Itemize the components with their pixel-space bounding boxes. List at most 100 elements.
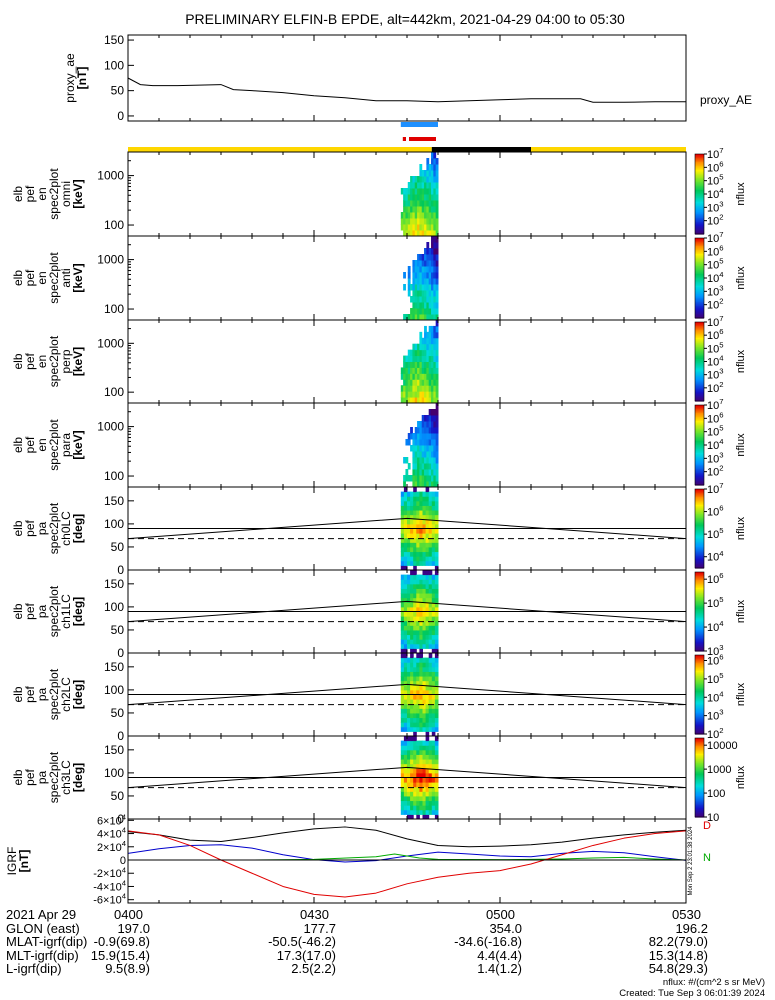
pa-cell — [419, 653, 423, 659]
pa-cell — [419, 777, 423, 783]
spectrogram-cell — [426, 248, 430, 255]
pa-cell — [400, 666, 405, 672]
colorbar-segment — [695, 756, 704, 759]
pa-cell — [422, 551, 427, 557]
colorbar-tick-label: 107 — [707, 230, 724, 245]
spectrogram-cell — [424, 314, 427, 321]
pa-cell — [422, 519, 427, 525]
spectrogram-cell — [435, 176, 439, 183]
pa-cell — [419, 740, 423, 746]
pa-cell — [403, 699, 408, 705]
spectrogram-cell — [421, 200, 425, 207]
colorbar-segment — [695, 582, 704, 585]
spectrogram-cell — [410, 355, 413, 362]
spectrogram-cell — [435, 260, 439, 267]
spectrogram-cell — [421, 218, 425, 225]
spectrogram-cell — [424, 439, 427, 446]
pa-cell — [434, 634, 439, 640]
pa-cell — [416, 606, 420, 612]
pa-cell — [403, 588, 408, 594]
spectrogram-cell — [412, 391, 416, 398]
pa-cell — [422, 772, 427, 778]
y-tick-label: 0 — [117, 729, 124, 743]
pa-cell — [416, 680, 420, 686]
colorbar-segment — [695, 781, 704, 784]
spectrogram-cell — [428, 308, 432, 315]
colorbar-segment — [695, 805, 704, 808]
pa-cell — [431, 717, 436, 723]
spectrogram-cell — [403, 224, 406, 231]
colorbar-segment — [695, 405, 704, 407]
spectrogram-cell — [421, 475, 425, 482]
colorbar-segment — [695, 595, 704, 598]
spectrogram-cell — [431, 254, 434, 261]
spectrogram-cell — [428, 373, 432, 380]
colorbar-segment — [695, 465, 704, 467]
colorbar-segment — [695, 489, 704, 491]
spectrogram-cell — [435, 427, 439, 434]
pa-cell — [422, 786, 427, 792]
spectrogram-cell — [435, 278, 439, 285]
pa-cell — [431, 551, 436, 557]
colorbar-segment — [695, 438, 704, 441]
pa-cell — [403, 689, 408, 695]
colorbar-segment — [695, 365, 704, 368]
pa-cell — [431, 763, 436, 769]
pa-cell — [413, 768, 417, 774]
spectrogram-cell — [424, 296, 427, 303]
y-tick-label: 150 — [104, 660, 124, 674]
pa-cell — [422, 570, 427, 576]
colorbar-segment — [695, 315, 704, 318]
colorbar-segment — [695, 536, 704, 539]
colorbar-label: nflux — [735, 599, 747, 623]
pa-cell — [407, 712, 411, 719]
pa-cell — [428, 805, 433, 811]
spectrogram-cell — [433, 481, 437, 488]
spectrogram-cell — [412, 206, 416, 213]
colorbar-segment — [695, 260, 704, 263]
spectrogram-cell — [410, 373, 413, 380]
pa-cell — [410, 768, 414, 774]
spectrogram-cell — [414, 469, 418, 476]
colorbar-segment — [695, 813, 704, 815]
colorbar-tick-label: 106 — [707, 159, 724, 174]
pa-cell — [425, 496, 430, 502]
axis-label-line: pef — [23, 768, 37, 785]
spectrogram-cell — [431, 296, 434, 303]
pa-cell — [434, 519, 439, 525]
pa-cell — [431, 491, 436, 497]
colorbar-segment — [695, 514, 704, 516]
colorbar-segment — [695, 419, 704, 422]
pa-cell — [410, 588, 414, 594]
spectrogram-cell — [419, 439, 423, 446]
axis-label-line: pef — [23, 519, 37, 536]
spectrogram-cell — [405, 355, 409, 362]
y-tick-label: 100 — [104, 218, 124, 232]
spectrogram-cell — [431, 421, 434, 428]
spectrogram-cell — [414, 361, 418, 368]
colorbar-tick-label: 104 — [707, 270, 724, 285]
pa-cell — [428, 671, 433, 677]
spectrogram-cell — [419, 481, 423, 488]
pa-cell — [431, 510, 436, 516]
pa-cell — [416, 745, 420, 751]
colorbar-segment — [695, 415, 704, 418]
pa-cell — [434, 648, 439, 654]
pa-cell — [422, 643, 427, 649]
spectrogram-cell — [419, 361, 423, 368]
axis-label-line: pa — [35, 771, 49, 785]
pa-cell — [403, 634, 408, 640]
orbit-row-label: 2021 Apr 29 — [6, 907, 77, 922]
pa-cell — [428, 717, 433, 723]
colorbar-segment — [695, 578, 704, 581]
spectrogram-cell — [426, 224, 430, 231]
colorbar-segment — [695, 686, 704, 689]
colorbar-segment — [695, 435, 704, 438]
colorbar-segment — [695, 784, 704, 786]
pa-cell — [431, 542, 436, 548]
pa-cell — [400, 740, 405, 746]
spectrogram-cell — [426, 415, 430, 422]
pa-cell — [407, 740, 411, 746]
spectrogram-cell — [424, 421, 427, 428]
colorbar-segment — [695, 780, 704, 783]
